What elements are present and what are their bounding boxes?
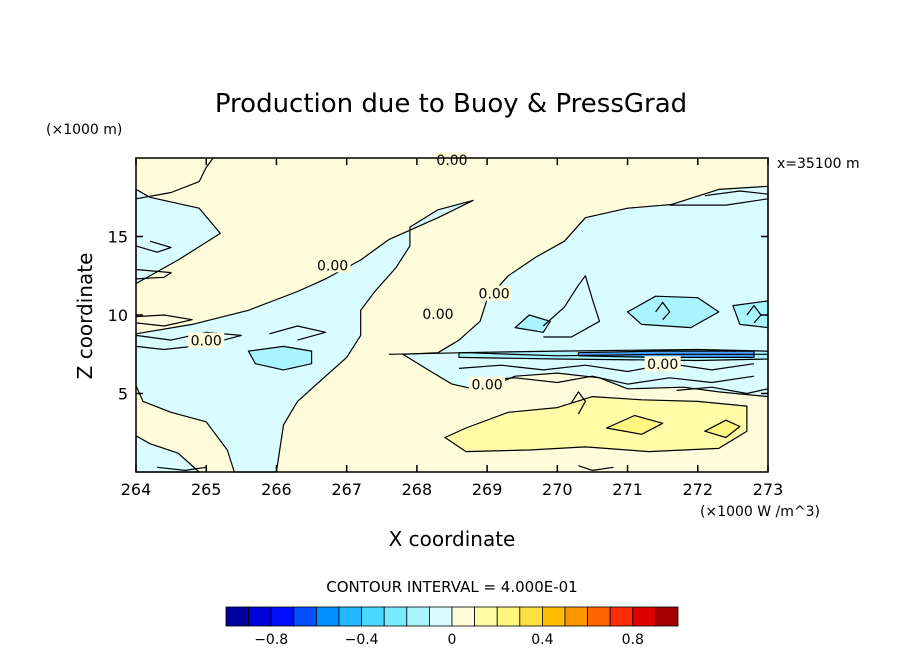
contour-region-6 <box>514 314 551 333</box>
colorbar-cell-4 <box>315 606 340 627</box>
colorbar-cell-12 <box>496 606 521 627</box>
x-tick-label-4: 268 <box>402 480 433 499</box>
contour-line-3 <box>135 314 193 327</box>
colorbar-cell-2 <box>270 606 295 627</box>
contour-line-16 <box>578 465 614 471</box>
colorbar-cell-15 <box>564 606 589 627</box>
contour-label-bg-1 <box>314 257 351 273</box>
contour-region-11 <box>444 396 748 453</box>
x-tick-label-1: 265 <box>191 480 222 499</box>
contour-line-9 <box>676 386 769 395</box>
contour-line-4 <box>135 331 242 351</box>
x-tick-label-3: 267 <box>331 480 362 499</box>
colorbar-cell-6 <box>361 606 385 627</box>
y-tick-label-0: 5 <box>118 385 128 404</box>
colorbar-tick-3: 0.4 <box>531 632 553 648</box>
contour-lines <box>135 157 769 471</box>
colorbar-tick-4: 0.8 <box>622 632 644 648</box>
contour-label-bg-4 <box>188 332 225 348</box>
y-tick-label-2: 15 <box>108 228 128 247</box>
contour-line-13 <box>704 190 769 197</box>
colorbar-cell-1 <box>248 606 272 627</box>
colorbar-cell-0 <box>225 606 250 627</box>
colorbar-cell-16 <box>587 606 611 627</box>
contour-label-0: 0.00 <box>436 153 467 169</box>
x-tick-label-8: 272 <box>683 480 714 499</box>
colorbar-cell-9 <box>428 606 453 627</box>
x-tick-label-5: 269 <box>472 480 503 499</box>
contour-label-bg-5 <box>469 376 506 392</box>
colorbar-cell-17 <box>609 606 634 627</box>
contour-line-11 <box>655 301 671 321</box>
x-scale-label: (×1000 W /m^3) <box>700 504 820 520</box>
contour-label-bg-6 <box>644 356 681 372</box>
contour-line-6 <box>388 352 768 357</box>
contour-label-bg-2 <box>419 306 456 321</box>
colorbar-tick-1: −0.4 <box>345 632 379 648</box>
contour-label-4: 0.00 <box>191 334 222 350</box>
colorbar-cell-11 <box>474 606 498 627</box>
contour-label-3: 0.00 <box>479 287 510 303</box>
contour-region-5 <box>247 345 313 371</box>
contour-labels: 0.00 0.00 0.00 0.00 0.00 0.00 0.00 <box>188 152 681 394</box>
contour-line-1 <box>135 240 172 253</box>
contour-label-bg-3 <box>476 285 513 301</box>
contour-label-5: 0.00 <box>472 378 503 394</box>
contour-region-13 <box>704 419 741 439</box>
y-axis-ticks: 5 10 15 <box>108 228 768 404</box>
x-tick-label-0: 264 <box>121 480 152 499</box>
side-note: x=35100 m <box>777 156 860 172</box>
x-tick-label-9: 273 <box>753 480 784 499</box>
contour-line-12 <box>746 305 762 324</box>
contour-line-5 <box>269 325 327 341</box>
y-scale-label: (×1000 m) <box>46 122 122 138</box>
contour-region-12 <box>605 414 664 435</box>
x-axis-ticks: 264 265 266 267 268 269 270 271 272 273 <box>121 158 784 499</box>
x-axis-label: X coordinate <box>389 527 516 551</box>
contour-label-bg-0 <box>434 152 470 168</box>
contour-line-7 <box>458 363 755 373</box>
y-tick-label-1: 10 <box>108 306 128 325</box>
contour-interval-text: CONTOUR INTERVAL = 4.000E-01 <box>326 578 577 596</box>
colorbar-cell-7 <box>383 606 408 627</box>
colorbar-cell-5 <box>338 606 363 627</box>
x-tick-label-6: 270 <box>542 480 573 499</box>
contour-line-15 <box>157 466 207 471</box>
y-axis-label: Z coordinate <box>73 253 97 380</box>
contour-label-2: 0.00 <box>422 307 453 323</box>
colorbar-cell-3 <box>293 606 317 627</box>
colorbar <box>225 606 679 627</box>
contour-region-7 <box>626 295 720 329</box>
colorbar-cell-13 <box>519 606 543 627</box>
contour-label-1: 0.00 <box>317 258 348 274</box>
colorbar-tick-0: −0.8 <box>254 632 288 648</box>
contour-line-14 <box>542 275 601 338</box>
chart-title: Production due to Buoy & PressGrad <box>215 89 687 119</box>
colorbar-cell-8 <box>406 606 430 627</box>
contour-line-2 <box>135 268 172 280</box>
colorbar-tick-labels: −0.8 −0.4 0 0.4 0.8 <box>254 632 644 648</box>
colorbar-cell-10 <box>451 606 476 627</box>
colorbar-tick-2: 0 <box>448 632 457 648</box>
colorbar-cell-19 <box>655 606 679 627</box>
contour-label-6: 0.00 <box>647 357 678 373</box>
contour-line-10 <box>570 391 587 415</box>
colorbar-cell-18 <box>632 606 656 627</box>
colorbar-cell-14 <box>542 606 566 627</box>
contour-line-8 <box>473 375 755 385</box>
x-tick-label-2: 266 <box>261 480 292 499</box>
x-tick-label-7: 271 <box>612 480 643 499</box>
contour-line-0 <box>135 157 214 200</box>
